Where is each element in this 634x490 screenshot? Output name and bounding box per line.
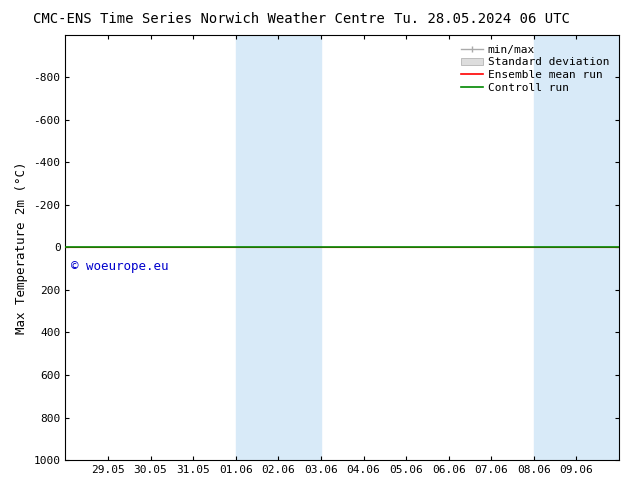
Bar: [534, 35, 619, 460]
Legend: min/max, Standard deviation, Ensemble mean run, Controll run: min/max, Standard deviation, Ensemble me…: [456, 40, 614, 98]
Text: © woeurope.eu: © woeurope.eu: [71, 260, 169, 273]
Text: Tu. 28.05.2024 06 UTC: Tu. 28.05.2024 06 UTC: [394, 12, 570, 26]
Y-axis label: Max Temperature 2m (°C): Max Temperature 2m (°C): [15, 161, 28, 334]
Text: CMC-ENS Time Series Norwich Weather Centre: CMC-ENS Time Series Norwich Weather Cent…: [34, 12, 385, 26]
Bar: [236, 35, 321, 460]
